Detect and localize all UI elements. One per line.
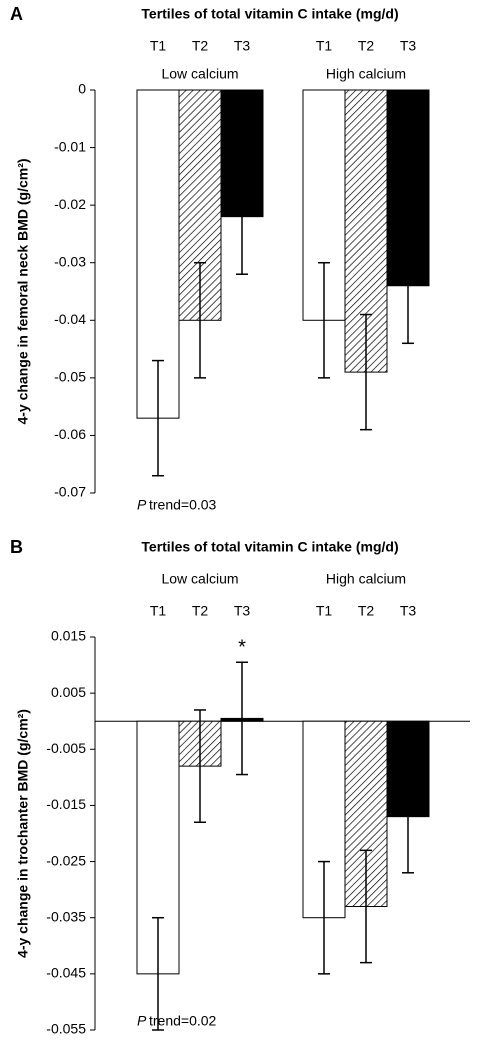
y-tick-label: -0.055: [46, 1021, 86, 1037]
group-label: Low calcium: [161, 66, 238, 82]
y-tick-label: -0.05: [54, 369, 86, 385]
error-bar: [402, 759, 414, 874]
chart-title: Tertiles of total vitamin C intake (mg/d…: [141, 6, 398, 22]
series-label: T3: [234, 603, 251, 619]
y-tick-label: 0: [78, 81, 86, 97]
y-tick-label: -0.01: [54, 138, 86, 154]
y-tick-label: 0.005: [51, 684, 86, 700]
y-tick-label: -0.07: [54, 484, 86, 500]
series-label: T2: [358, 38, 375, 54]
series-label: T3: [400, 38, 417, 54]
y-tick-label: -0.06: [54, 426, 86, 442]
series-label: T2: [192, 603, 209, 619]
p-label: P: [137, 497, 147, 513]
error-bar: [194, 709, 206, 824]
group-label: High calcium: [326, 571, 406, 587]
error-bar: [152, 359, 164, 477]
error-bar: [360, 313, 372, 431]
p-text: trend=0.03: [149, 497, 217, 513]
y-tick-label: -0.03: [54, 253, 86, 269]
error-bar: [402, 227, 414, 345]
series-label: T2: [358, 603, 375, 619]
error-bar: [236, 158, 248, 275]
error-bar: [194, 261, 206, 379]
series-label: T1: [150, 38, 167, 54]
series-label: T1: [316, 603, 333, 619]
p-label: P: [137, 1013, 147, 1029]
error-bar: [236, 661, 248, 776]
y-tick-label: -0.025: [46, 852, 86, 868]
series-label: T2: [192, 38, 209, 54]
chart-title: Tertiles of total vitamin C intake (mg/d…: [141, 539, 398, 555]
panel-label: A: [10, 4, 23, 24]
error-bar: [318, 261, 330, 379]
y-axis-label: 4-y change in trochanter BMD (g/cm²): [15, 709, 31, 958]
group-label: Low calcium: [161, 571, 238, 587]
y-tick-label: -0.015: [46, 796, 86, 812]
y-tick-label: -0.035: [46, 908, 86, 924]
group-label: High calcium: [326, 66, 406, 82]
series-label: T3: [234, 38, 251, 54]
error-bar: [318, 860, 330, 975]
panel-label: B: [10, 537, 23, 557]
y-axis-label: 4-y change in femoral neck BMD (g/cm²): [15, 158, 31, 424]
error-bar: [360, 849, 372, 964]
series-label: T1: [150, 603, 167, 619]
y-tick-label: -0.005: [46, 740, 86, 756]
p-text: trend=0.02: [149, 1013, 217, 1029]
series-label: T3: [400, 603, 417, 619]
error-bar: [152, 916, 164, 1031]
y-tick-label: 0.015: [51, 628, 86, 644]
y-tick-label: -0.02: [54, 196, 86, 212]
y-tick-label: -0.045: [46, 965, 86, 981]
y-tick-label: -0.04: [54, 311, 86, 327]
significance-star: *: [238, 637, 246, 659]
series-label: T1: [316, 38, 333, 54]
